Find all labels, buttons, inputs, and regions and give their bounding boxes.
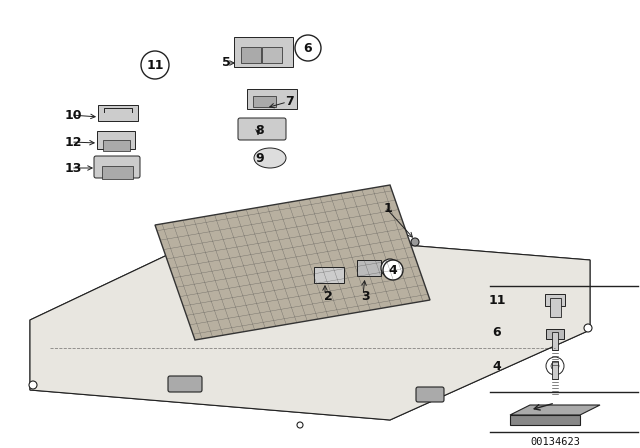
Circle shape: [383, 260, 403, 280]
Text: 13: 13: [64, 161, 82, 175]
FancyBboxPatch shape: [241, 47, 261, 63]
FancyBboxPatch shape: [550, 297, 561, 316]
Circle shape: [297, 422, 303, 428]
FancyBboxPatch shape: [357, 260, 381, 276]
FancyBboxPatch shape: [168, 376, 202, 392]
Polygon shape: [510, 415, 580, 425]
Text: 12: 12: [64, 135, 82, 148]
Text: 6: 6: [493, 327, 501, 340]
Text: 3: 3: [361, 289, 369, 302]
Circle shape: [546, 357, 564, 375]
Circle shape: [29, 381, 37, 389]
FancyBboxPatch shape: [552, 361, 558, 379]
FancyBboxPatch shape: [546, 329, 564, 339]
Polygon shape: [510, 405, 600, 415]
FancyBboxPatch shape: [94, 156, 140, 178]
Circle shape: [551, 362, 559, 370]
Circle shape: [381, 259, 399, 277]
Circle shape: [584, 324, 592, 332]
FancyBboxPatch shape: [545, 294, 565, 306]
FancyBboxPatch shape: [97, 131, 135, 149]
FancyBboxPatch shape: [238, 118, 286, 140]
Polygon shape: [30, 230, 590, 420]
Circle shape: [295, 35, 321, 61]
Text: 11: 11: [488, 293, 506, 306]
Polygon shape: [155, 185, 430, 340]
Text: 00134623: 00134623: [530, 437, 580, 447]
Text: 2: 2: [324, 289, 332, 302]
Text: 8: 8: [256, 124, 264, 137]
Text: 9: 9: [256, 151, 264, 164]
Text: 5: 5: [221, 56, 230, 69]
FancyBboxPatch shape: [416, 387, 444, 402]
FancyBboxPatch shape: [102, 139, 129, 151]
Circle shape: [411, 238, 419, 246]
FancyBboxPatch shape: [102, 165, 132, 178]
Text: 1: 1: [383, 202, 392, 215]
Text: 4: 4: [493, 359, 501, 372]
FancyBboxPatch shape: [314, 267, 344, 283]
Text: 6: 6: [304, 42, 312, 55]
FancyBboxPatch shape: [253, 95, 275, 107]
FancyBboxPatch shape: [247, 89, 297, 109]
Text: 10: 10: [64, 108, 82, 121]
Circle shape: [141, 51, 169, 79]
FancyBboxPatch shape: [552, 332, 558, 350]
Ellipse shape: [254, 148, 286, 168]
Text: 11: 11: [147, 59, 164, 72]
Text: 7: 7: [285, 95, 293, 108]
FancyBboxPatch shape: [234, 37, 293, 67]
Polygon shape: [30, 230, 590, 420]
Text: 4: 4: [388, 263, 397, 276]
FancyBboxPatch shape: [262, 47, 282, 63]
FancyBboxPatch shape: [98, 105, 138, 121]
